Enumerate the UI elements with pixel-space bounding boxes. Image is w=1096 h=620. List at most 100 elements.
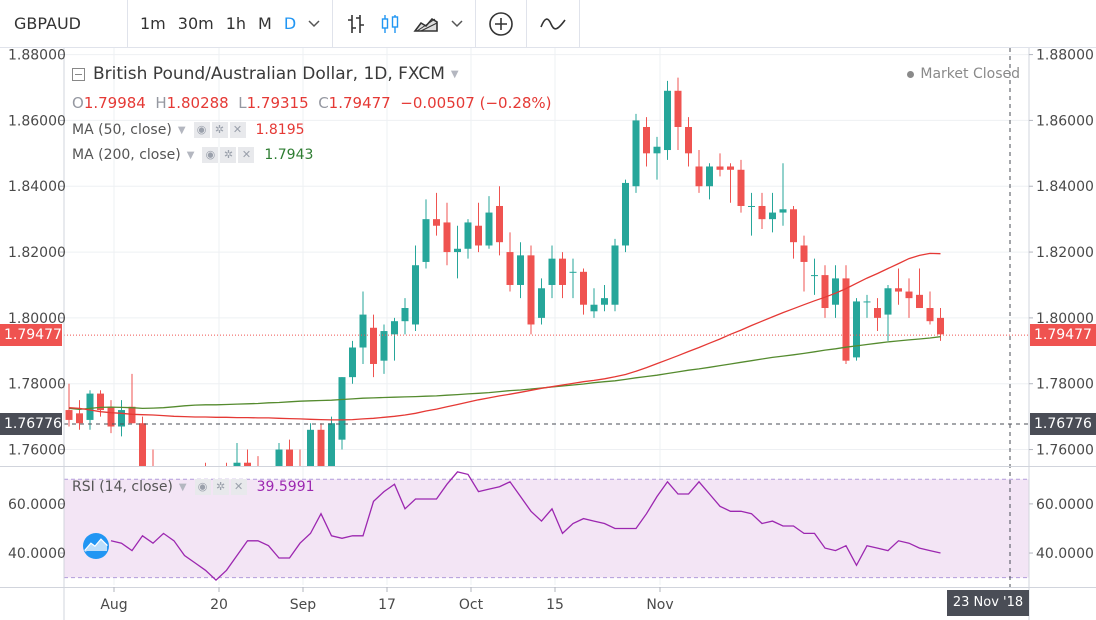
candle — [748, 192, 755, 236]
candle-body — [244, 462, 251, 466]
candle — [233, 442, 241, 466]
market-status-dot-icon — [907, 70, 915, 78]
interval-month-button[interactable]: M — [258, 14, 272, 33]
candle — [370, 314, 377, 378]
rsi-axis[interactable]: 60.0000 60.0000 40.0000 40.0000 — [8, 497, 1094, 562]
candle — [842, 265, 850, 364]
indicators-group — [527, 0, 581, 48]
candle-body — [559, 258, 566, 285]
price-lines — [64, 48, 1029, 608]
candle — [391, 317, 398, 361]
market-status: Market Closed — [907, 66, 1020, 82]
title-chevron-down-icon[interactable]: ▼ — [450, 68, 459, 80]
chart-type-group — [333, 0, 477, 48]
ma200-settings-icon[interactable]: ✲ — [220, 147, 237, 163]
price-axis[interactable]: 1.88000 1.88000 1.86000 1.86000 1.84000 1.840… — [8, 48, 1094, 459]
candle — [152, 449, 154, 466]
chevron-down-icon[interactable] — [445, 8, 469, 40]
candle-body — [706, 166, 713, 187]
candle-body — [433, 219, 440, 226]
candle-type-icon[interactable] — [373, 8, 407, 40]
crosshair-price-left-label: 1.76776 — [0, 413, 62, 435]
rsi-label: RSI (14, close) — [72, 479, 173, 495]
candle-body — [685, 126, 692, 154]
candle — [790, 205, 797, 259]
open-label: O — [72, 94, 84, 112]
candle — [685, 117, 692, 167]
candle-body — [359, 314, 367, 348]
candle — [643, 117, 650, 167]
candle-body — [863, 301, 871, 303]
candle-body — [65, 410, 73, 420]
candle-body — [464, 222, 472, 249]
ma200-visibility-icon[interactable]: ◉ — [202, 147, 219, 163]
rsi-chevron-down-icon[interactable]: ▼ — [178, 481, 187, 493]
candle — [475, 202, 482, 253]
interval-1h-button[interactable]: 1h — [225, 14, 247, 33]
candle-body — [811, 275, 818, 277]
candle-body — [926, 308, 934, 322]
time-axis[interactable]: Aug 20 Sep 17 Oct 15 Nov — [100, 587, 674, 613]
ma200-chevron-down-icon[interactable]: ▼ — [186, 149, 195, 161]
chart-area[interactable]: 1.88000 1.88000 1.86000 1.86000 1.84000 1.840… — [0, 48, 1096, 620]
candle-body — [275, 449, 283, 466]
collapse-icon[interactable] — [72, 67, 85, 81]
candle — [769, 192, 776, 233]
price-tick-label: 1.86000 — [1036, 113, 1094, 129]
candle-body — [664, 90, 671, 151]
candle — [653, 136, 661, 180]
rsi-visibility-icon[interactable]: ◉ — [194, 479, 211, 495]
rsi-settings-icon[interactable]: ✲ — [212, 479, 229, 495]
candle-body — [401, 308, 409, 322]
interval-chevron-down-icon[interactable] — [302, 8, 326, 40]
candle — [632, 113, 640, 193]
candle — [737, 159, 745, 213]
ma50-chevron-down-icon[interactable]: ▼ — [177, 124, 186, 136]
rsi-close-icon[interactable]: ✕ — [230, 479, 247, 495]
candle — [65, 383, 73, 427]
candle-body — [538, 288, 545, 318]
bar-type-icon[interactable] — [339, 8, 373, 40]
candle — [905, 278, 913, 318]
interval-1m-button[interactable]: 1m — [140, 14, 166, 33]
ma50-visibility-icon[interactable]: ◉ — [193, 122, 210, 138]
rsi-tick-label: 60.0000 — [1036, 497, 1094, 513]
chart-canvas[interactable]: 1.88000 1.88000 1.86000 1.86000 1.84000 1.840… — [0, 48, 1096, 620]
compare-group — [476, 0, 528, 48]
candle-body — [622, 182, 629, 246]
interval-group: 1m 30m 1h M D — [128, 0, 334, 48]
ma50-close-icon[interactable]: ✕ — [229, 122, 246, 138]
axes — [0, 48, 1096, 620]
ma50-legend[interactable]: MA (50, close) ▼ ◉ ✲ ✕ 1.8195 — [72, 122, 305, 138]
ma200-close-icon[interactable]: ✕ — [238, 147, 255, 163]
candle-body — [716, 166, 724, 170]
candle — [128, 373, 136, 424]
indicators-icon[interactable] — [533, 8, 573, 40]
candle-body — [76, 413, 83, 424]
area-type-icon[interactable] — [407, 8, 445, 40]
candle — [527, 245, 535, 335]
interval-30m-button[interactable]: 30m — [177, 14, 214, 33]
ma200-legend[interactable]: MA (200, close) ▼ ◉ ✲ ✕ 1.7943 — [72, 147, 313, 163]
rsi-tick-label: 40.0000 — [8, 546, 66, 562]
candle — [97, 390, 104, 417]
candle-body — [118, 410, 125, 427]
tradingview-logo[interactable] — [80, 532, 112, 560]
candle — [884, 284, 892, 341]
add-compare-icon[interactable] — [482, 8, 520, 40]
candle — [286, 439, 293, 466]
rsi-legend[interactable]: RSI (14, close) ▼ ◉ ✲ ✕ 39.5991 — [72, 479, 315, 495]
candle — [863, 294, 871, 318]
ma50-settings-icon[interactable]: ✲ — [211, 122, 228, 138]
candle — [622, 179, 629, 253]
candle — [779, 163, 787, 226]
candle — [853, 298, 860, 361]
candle-body — [643, 126, 650, 154]
symbol-search[interactable]: GBPAUD — [0, 0, 128, 48]
candle — [569, 258, 577, 299]
rsi-line — [110, 471, 941, 581]
candle-body — [307, 429, 314, 466]
interval-day-button[interactable]: D — [283, 14, 297, 33]
candle-body — [769, 212, 776, 220]
candle-body — [328, 423, 335, 466]
